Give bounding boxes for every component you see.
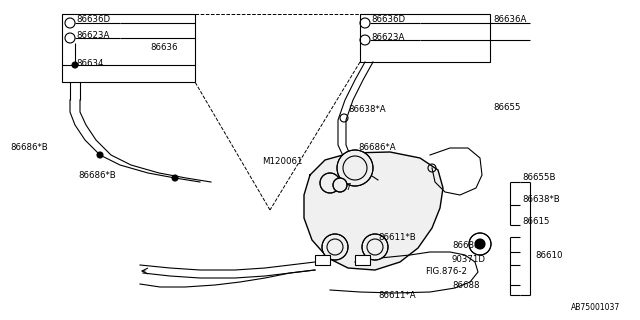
Text: 86611*B: 86611*B bbox=[378, 234, 416, 243]
Text: FIG.876-2: FIG.876-2 bbox=[425, 268, 467, 276]
Text: AB75001037: AB75001037 bbox=[571, 303, 620, 312]
Text: 86638*B: 86638*B bbox=[522, 196, 560, 204]
Text: M120061: M120061 bbox=[262, 157, 303, 166]
Text: 86686*A: 86686*A bbox=[358, 143, 396, 153]
Text: 86636: 86636 bbox=[150, 44, 177, 52]
Text: 86636D: 86636D bbox=[76, 15, 110, 25]
Text: 86655B: 86655B bbox=[522, 173, 556, 182]
Bar bbox=[315, 255, 330, 265]
Text: 86615: 86615 bbox=[522, 218, 550, 227]
Circle shape bbox=[333, 178, 347, 192]
Bar bbox=[355, 255, 370, 265]
Text: 86638*A: 86638*A bbox=[348, 106, 386, 115]
Text: 86636D: 86636D bbox=[371, 15, 405, 25]
Text: 90371D: 90371D bbox=[452, 255, 486, 265]
Text: 86610: 86610 bbox=[535, 251, 563, 260]
Text: 86634: 86634 bbox=[76, 59, 104, 68]
Text: 86686*B: 86686*B bbox=[78, 171, 116, 180]
Circle shape bbox=[97, 152, 103, 158]
Text: 86611*A: 86611*A bbox=[378, 291, 415, 300]
Polygon shape bbox=[304, 152, 443, 270]
Text: 86686*B: 86686*B bbox=[10, 143, 48, 153]
Circle shape bbox=[172, 175, 178, 181]
Bar bbox=[360, 14, 490, 62]
Circle shape bbox=[322, 234, 348, 260]
Text: 86623A: 86623A bbox=[76, 31, 109, 41]
Text: 86655: 86655 bbox=[493, 103, 520, 113]
Text: 86623A: 86623A bbox=[371, 33, 404, 42]
Bar bbox=[62, 14, 195, 82]
Circle shape bbox=[475, 239, 485, 249]
Text: 86688: 86688 bbox=[452, 241, 479, 250]
Text: 7: 7 bbox=[345, 183, 351, 193]
Text: 86688: 86688 bbox=[452, 281, 479, 290]
Circle shape bbox=[469, 233, 491, 255]
Circle shape bbox=[362, 234, 388, 260]
Circle shape bbox=[337, 150, 373, 186]
Circle shape bbox=[320, 173, 340, 193]
Text: 86636A: 86636A bbox=[493, 15, 526, 25]
Circle shape bbox=[72, 62, 78, 68]
